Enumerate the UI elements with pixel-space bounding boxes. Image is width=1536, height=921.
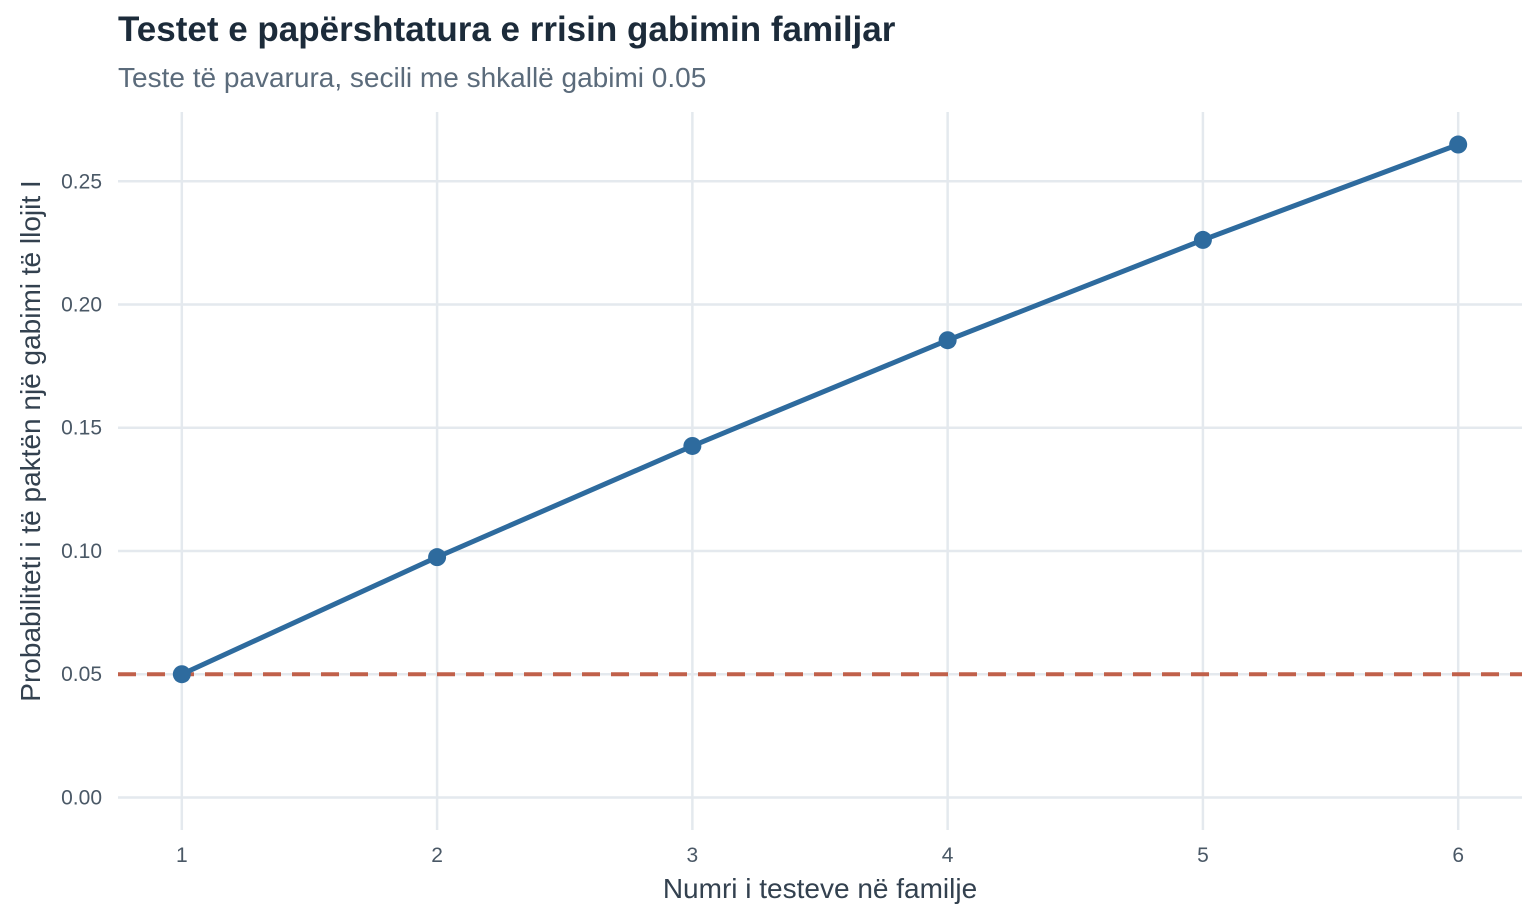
y-axis-title: Probabiliteti i të paktën një gabimi të … [15,180,46,701]
tick-labels: 0.00 0.05 0.10 0.15 0.20 0.25 1 2 3 4 5 6 [61,170,1464,867]
series-line [179,142,1461,677]
x-tick-label: 3 [687,844,699,867]
data-point [1193,230,1212,249]
y-tick-label: 0.00 [61,786,102,809]
y-tick-label: 0.15 [61,417,102,440]
y-tick-label: 0.20 [61,294,102,317]
x-tick-label: 1 [176,844,188,867]
data-point [938,331,957,350]
x-tick-label: 6 [1452,844,1464,867]
series-layer [172,135,1468,684]
grid-lines [118,112,1522,830]
chart-title: Testet e papërshtatura e rrisin gabimin … [118,10,896,49]
x-axis-title: Numri i testeve në familje [663,873,977,904]
y-tick-label: 0.10 [61,540,102,563]
data-point [172,665,191,684]
chart-subtitle: Teste të pavarura, secili me shkallë gab… [118,62,707,93]
x-tick-label: 4 [942,844,954,867]
data-point [428,548,447,567]
data-point [1449,135,1468,154]
data-point [683,436,702,455]
x-tick-label: 2 [431,844,443,867]
y-tick-label: 0.05 [61,663,102,686]
y-tick-label: 0.25 [61,170,102,193]
x-tick-label: 5 [1197,844,1209,867]
